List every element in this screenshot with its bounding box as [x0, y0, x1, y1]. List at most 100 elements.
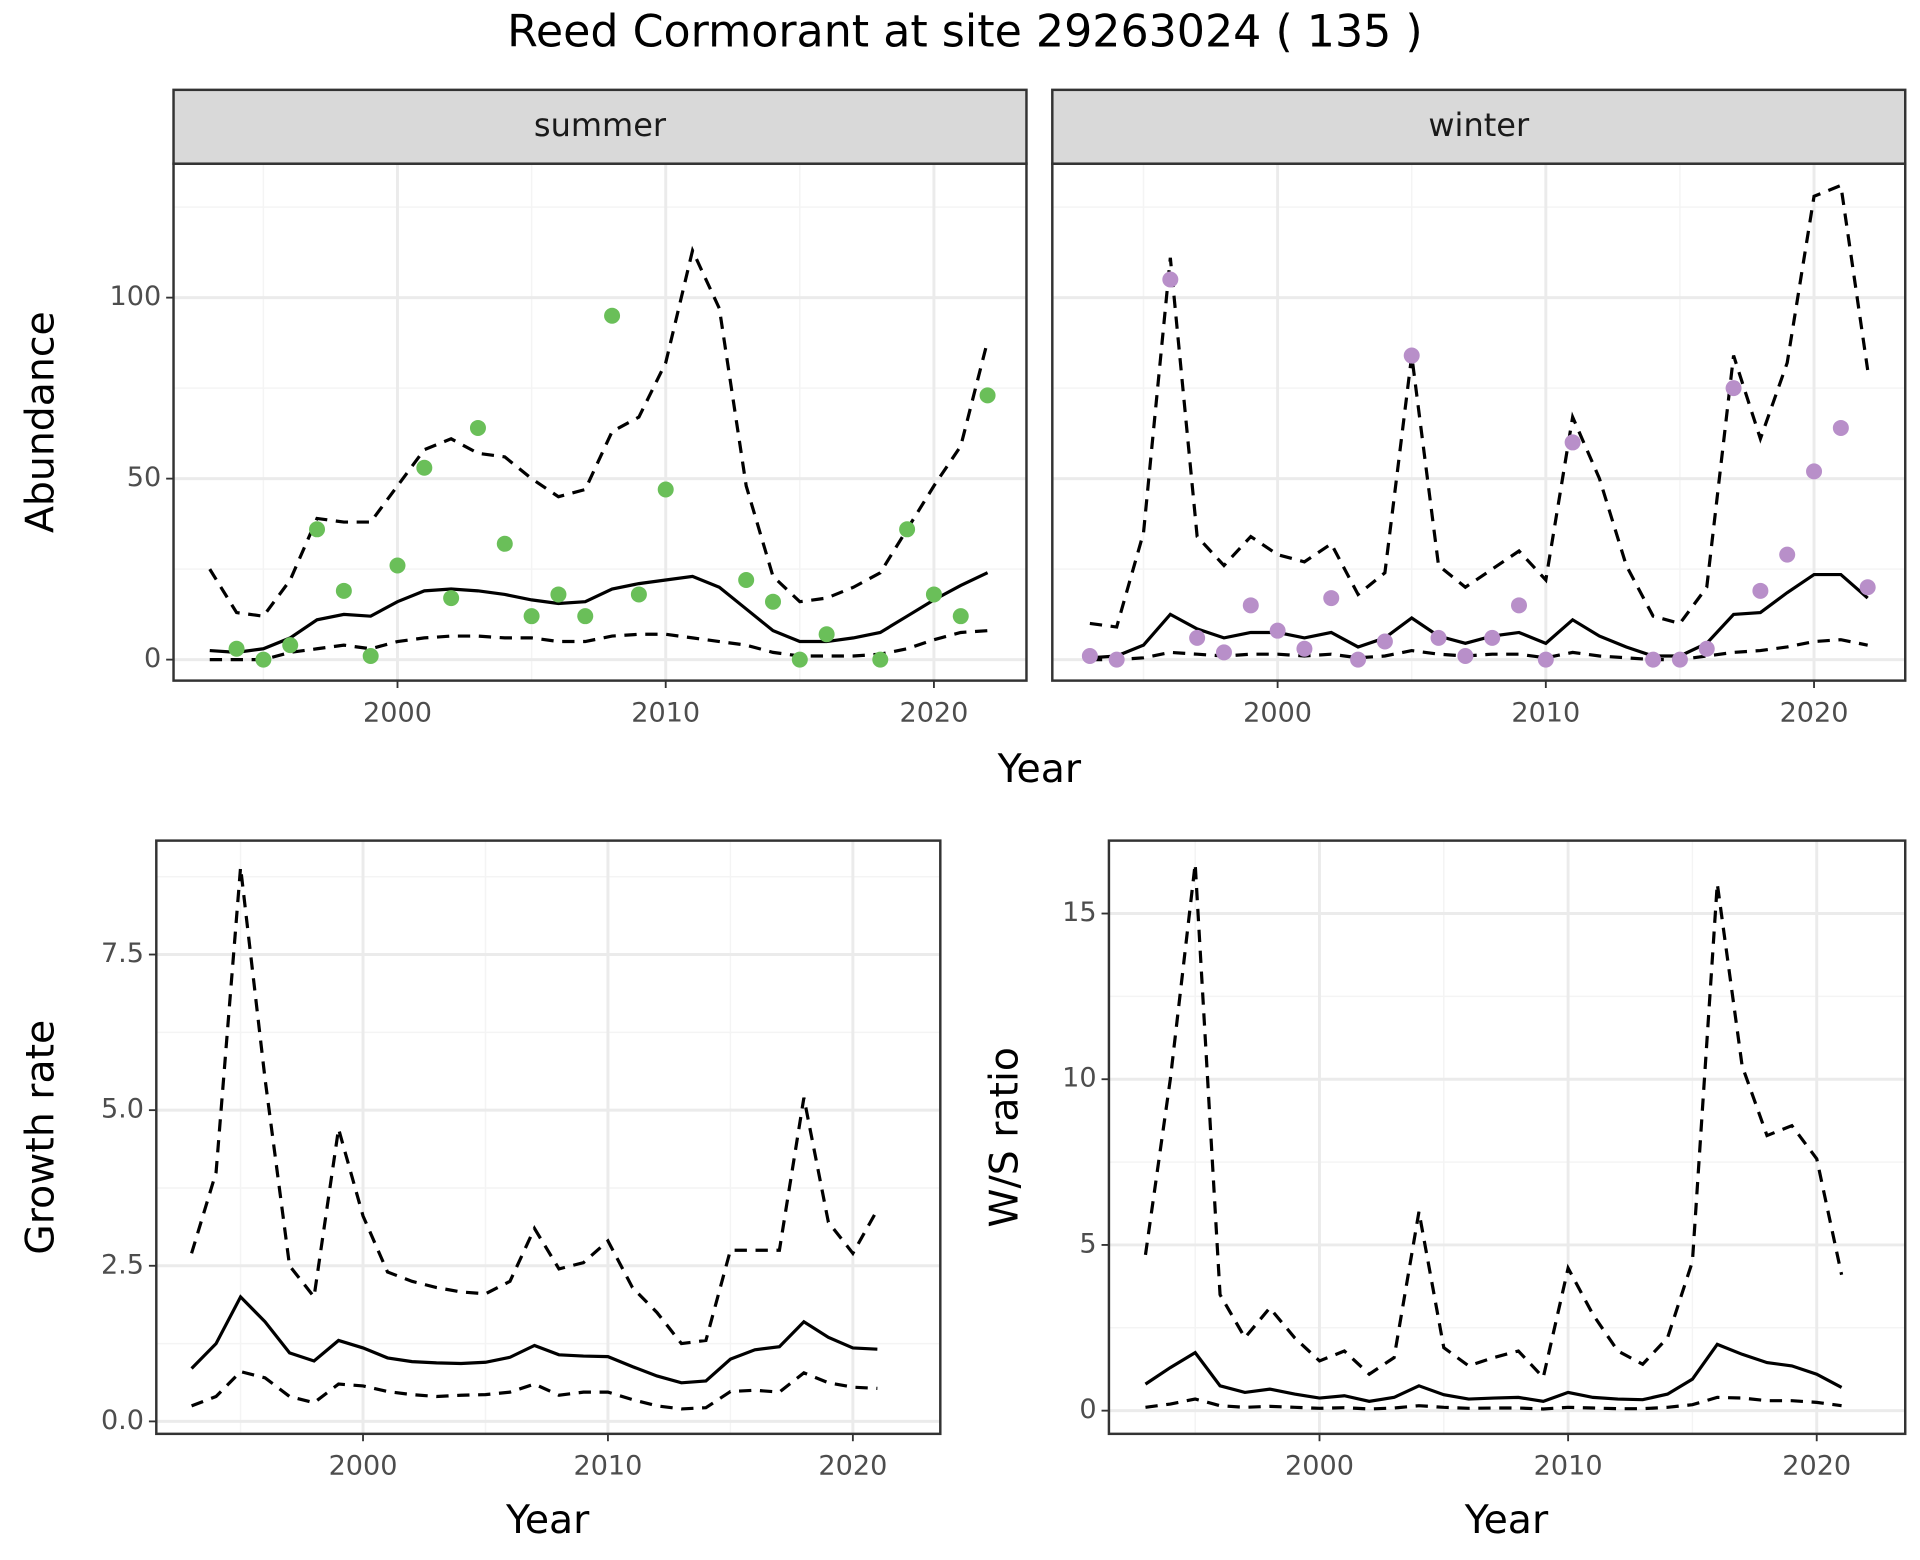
data-point [791, 651, 808, 668]
y-tick-label: 5.0 [101, 1094, 144, 1125]
x-axis-title: Year [997, 746, 1082, 792]
strip [172, 88, 1028, 165]
interval-line [191, 1369, 878, 1411]
x-tick-label: 2000 [1243, 697, 1312, 728]
x-axis-title: Year [505, 1497, 590, 1543]
marks [208, 245, 996, 668]
data-point [362, 648, 379, 664]
data-point [764, 593, 781, 610]
data-point [1430, 629, 1447, 646]
data-point [523, 608, 540, 625]
data-point [1779, 546, 1796, 563]
data-point [1457, 648, 1474, 664]
data-point [872, 651, 889, 668]
y-tick-label: 10 [1062, 1063, 1096, 1094]
x-tick-label: 2020 [1782, 1451, 1851, 1482]
data-point [952, 608, 969, 625]
data-point [496, 535, 513, 552]
data-point [604, 307, 621, 324]
data-point [899, 521, 916, 538]
data-point [1511, 597, 1528, 614]
x-tick-label: 2020 [818, 1451, 887, 1482]
data-point [550, 586, 567, 603]
data-point [1564, 434, 1581, 451]
figure-title: Reed Cormorant at site 29263024 ( 135 ) [507, 6, 1423, 57]
data-point [1698, 640, 1715, 657]
y-tick-label: 100 [110, 281, 162, 312]
data-point [1752, 582, 1769, 599]
y-tick-label: 15 [1062, 897, 1096, 928]
data-point [1269, 622, 1286, 639]
data-point [925, 586, 942, 603]
plot-background [1108, 840, 1906, 1434]
y-tick-label: 0 [1079, 1394, 1096, 1425]
x-tick-label: 2000 [363, 697, 432, 728]
data-point [1215, 644, 1232, 661]
x-tick-label: 2010 [1534, 1451, 1603, 1482]
interval-line [208, 245, 990, 618]
x-tick-label: 2020 [1780, 697, 1849, 728]
plot-background [1052, 163, 1906, 681]
plot-background [173, 163, 1027, 681]
x-tick-label: 2010 [574, 1451, 643, 1482]
mean-line [1089, 572, 1869, 660]
marks [1081, 183, 1876, 668]
mean-line [1144, 1342, 1843, 1404]
y-tick-label: 0 [144, 643, 161, 674]
data-point [1859, 579, 1876, 596]
data-point [657, 481, 674, 498]
data-point [228, 640, 245, 657]
panel: 2000 2010 2020 0 50 100 summer Year Abundance [18, 88, 1082, 792]
data-point [979, 387, 996, 404]
data-point [1189, 629, 1206, 646]
interval-line [1143, 863, 1844, 1381]
data-point [577, 608, 594, 625]
data-point [443, 590, 460, 607]
data-point [1162, 271, 1179, 288]
data-point [1645, 651, 1662, 668]
data-point [630, 586, 647, 603]
data-point [1350, 651, 1367, 668]
marks [190, 867, 879, 1411]
strip-label: summer [534, 106, 667, 144]
data-point [1832, 419, 1849, 436]
mean-line [209, 571, 989, 654]
data-point [1484, 629, 1501, 646]
data-point [1725, 380, 1742, 397]
plot-background [156, 840, 941, 1434]
panel: 2000 2010 2020 0.0 2.5 5.0 7.5 Year Growth rate [18, 839, 942, 1543]
data-point [255, 651, 272, 668]
panel: 2000 2010 2020 winter [1051, 88, 1907, 728]
data-point [1323, 590, 1340, 607]
interval-line [190, 867, 879, 1346]
data-point [1806, 463, 1823, 480]
y-tick-label: 5 [1079, 1228, 1096, 1259]
plot-border [1107, 839, 1907, 1436]
data-point [1537, 651, 1554, 668]
data-point [389, 557, 406, 574]
strip [1051, 88, 1907, 165]
x-tick-label: 2010 [631, 697, 700, 728]
x-tick-label: 2010 [1511, 697, 1580, 728]
x-tick-label: 2020 [899, 697, 968, 728]
data-point [1403, 347, 1420, 364]
y-axis-title: Abundance [18, 311, 64, 533]
plot-border [155, 839, 942, 1436]
x-tick-label: 2000 [1285, 1451, 1354, 1482]
interval-line [1089, 183, 1870, 629]
y-axis-title: W/S ratio [981, 1047, 1027, 1228]
strip-label: winter [1428, 106, 1530, 144]
y-axis-title: Growth rate [18, 1020, 64, 1255]
x-axis-title: Year [1464, 1497, 1549, 1543]
data-point [469, 419, 486, 436]
data-point [335, 582, 352, 599]
marks [1143, 863, 1844, 1411]
data-point [1671, 651, 1688, 668]
data-point [1108, 651, 1125, 668]
data-point [818, 626, 835, 643]
y-tick-label: 2.5 [101, 1249, 144, 1280]
data-point [1242, 597, 1259, 614]
data-point [1376, 633, 1393, 650]
